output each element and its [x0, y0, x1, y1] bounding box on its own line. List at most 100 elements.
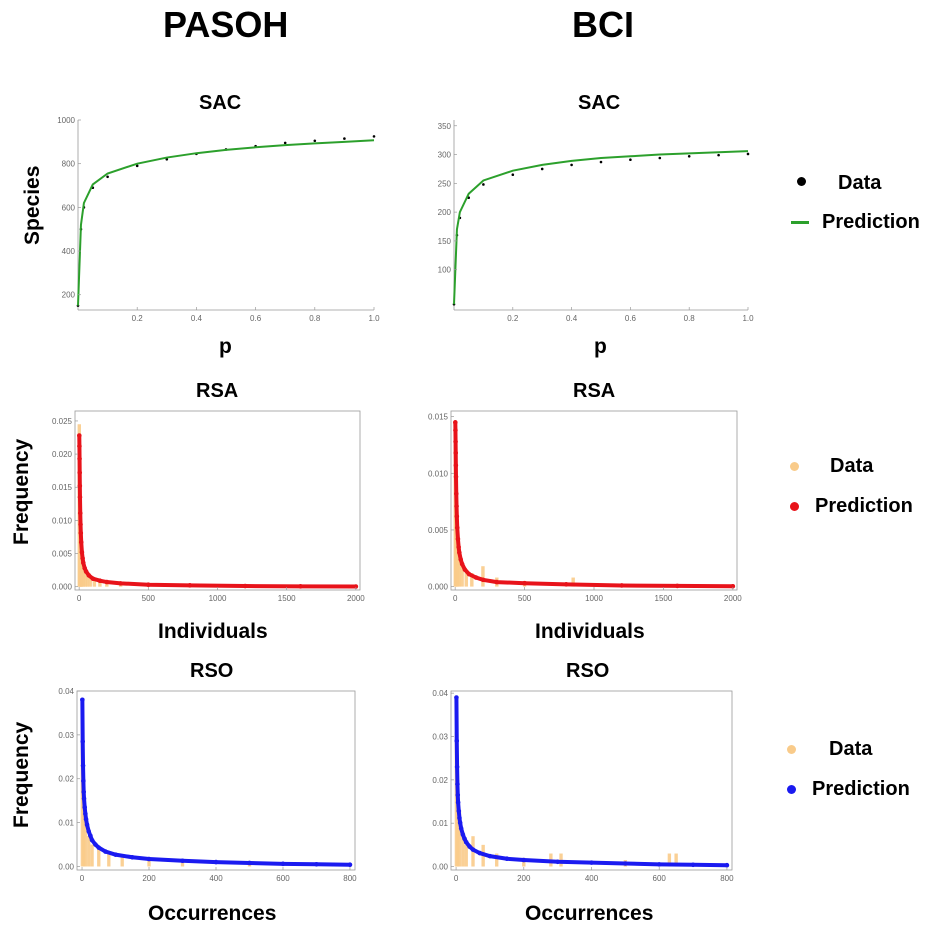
- bci-sac-title: SAC: [578, 92, 621, 114]
- pasoh-rso-data-bar: [120, 855, 124, 867]
- pasoh-rsa-x-tick-label: 0: [77, 594, 82, 603]
- bci-sac-x-tick-label: 0.4: [566, 314, 578, 323]
- bci-rso-title: RSO: [566, 660, 610, 682]
- bci-sac-x-tick-label: 0.8: [684, 314, 696, 323]
- pasoh-rsa-data-bar: [98, 581, 102, 587]
- pasoh-sac-x-tick-label: 0.8: [309, 314, 321, 323]
- pasoh-sac-y-tick-label: 1000: [57, 116, 75, 125]
- bci-rso-y-tick-label: 0.04: [432, 689, 448, 698]
- pasoh-rso-y-tick-label: 0.00: [58, 862, 74, 871]
- bci-rsa-x-tick-label: 0: [453, 594, 458, 603]
- pasoh-rso-data-bar: [90, 844, 94, 867]
- bci-sac-x-tick-label: 0.2: [507, 314, 519, 323]
- bci-rsa-xlabel: Individuals: [535, 620, 645, 643]
- rso-legend-prediction-label: Prediction: [812, 778, 910, 800]
- pasoh-rsa-data-bar: [105, 582, 109, 587]
- bci-rsa-y-tick-label: 0.000: [428, 583, 449, 592]
- pasoh-rso-x-tick-label: 800: [343, 874, 357, 883]
- sac-legend-prediction-label: Prediction: [822, 211, 920, 233]
- sac-legend-data-marker: [797, 177, 806, 186]
- pasoh-sac-y-tick-label: 200: [62, 291, 76, 300]
- pasoh-rso-data-bar: [107, 853, 111, 867]
- pasoh-rso-data-bar: [82, 778, 86, 867]
- pasoh-sac-y-tick-label: 400: [62, 247, 76, 256]
- pasoh-sac-x-tick-label: 0.6: [250, 314, 262, 323]
- bci-rso-frame: [450, 690, 733, 871]
- pasoh-sac-data-point: [313, 139, 317, 143]
- bci-sac-data-point: [746, 152, 750, 156]
- pasoh-sac-x-tick-label: 0.4: [191, 314, 203, 323]
- pasoh-rso-title: RSO: [190, 660, 234, 682]
- bci-sac-y-tick-label: 300: [438, 151, 452, 160]
- bci-rsa-data-bar: [457, 554, 462, 587]
- pasoh-rso-data-bar: [147, 857, 151, 867]
- rsa-legend-data-label: Data: [830, 455, 874, 477]
- pasoh-rsa-data-bar: [81, 566, 86, 587]
- rsa-legend-data-marker: [790, 462, 799, 471]
- pasoh-rsa-xlabel: Individuals: [158, 620, 268, 643]
- pasoh-rsa-y-tick-label: 0.015: [52, 483, 73, 492]
- pasoh-rso-y-tick-label: 0.01: [58, 819, 74, 828]
- bci-sac-x-tick-label: 1.0: [742, 314, 754, 323]
- pasoh-rsa-y-tick-label: 0.000: [52, 583, 73, 592]
- pasoh-rsa-title: RSA: [196, 380, 239, 402]
- pasoh-sac-data-point: [106, 175, 109, 179]
- bci-rso-y-tick-label: 0.03: [432, 733, 448, 742]
- bci-rso-x-tick-label: 0: [454, 874, 459, 883]
- bci-rsa-data-bar: [464, 569, 468, 587]
- bci-rso-data-bar: [495, 853, 499, 867]
- bci-rso-data-bar: [461, 831, 465, 867]
- bci-rsa-data-bar: [571, 577, 575, 587]
- pasoh-rsa-x-tick-label: 2000: [347, 594, 365, 603]
- sac-legend-data-label: Data: [838, 172, 882, 194]
- pasoh-rso-x-tick-label: 200: [142, 874, 156, 883]
- bci-sac-prediction-line: [453, 150, 749, 305]
- bci-rso-xlabel: Occurrences: [525, 902, 654, 925]
- column-title-bci: BCI: [572, 4, 634, 45]
- bci-rsa-data-bar: [481, 566, 485, 587]
- pasoh-rso-data-bar: [180, 859, 185, 867]
- bci-sac-data-point: [482, 183, 485, 186]
- pasoh-sac-title: SAC: [199, 92, 242, 114]
- pasoh-sac-x-tick-label: 0.2: [132, 314, 144, 323]
- pasoh-rsa-x-tick-label: 1000: [209, 594, 227, 603]
- bci-sac-y-tick-label: 150: [438, 237, 452, 246]
- bci-rsa-x-tick-label: 2000: [724, 594, 742, 603]
- bci-sac-data-point: [599, 160, 603, 164]
- pasoh-rso-y-tick-label: 0.03: [58, 731, 74, 740]
- bci-rso-data-bar: [456, 779, 460, 867]
- bci-rso-y-tick-label: 0.01: [432, 819, 448, 828]
- bci-sac-x-tick-label: 0.6: [625, 314, 637, 323]
- bci-rso-data-bar: [667, 853, 672, 867]
- pasoh-rsa-data-bar: [92, 580, 97, 587]
- rso-legend-data-label: Data: [829, 738, 873, 760]
- bci-rso-y-tick-label: 0.02: [432, 776, 448, 785]
- bci-rsa-x-tick-label: 1000: [585, 594, 603, 603]
- bci-sac-data-point: [629, 158, 632, 162]
- pasoh-rsa-x-tick-label: 1500: [278, 594, 296, 603]
- pasoh-rsa-y-tick-label: 0.010: [52, 516, 73, 525]
- bci-rsa-data-bar: [470, 573, 474, 587]
- pasoh-sac-xlabel: p: [219, 335, 232, 358]
- bci-sac-y-tick-label: 250: [438, 179, 452, 188]
- bci-rso-x-tick-label: 200: [517, 874, 531, 883]
- pasoh-rso-xlabel: Occurrences: [148, 902, 277, 925]
- bci-rsa-prediction-trail: [453, 420, 735, 589]
- bci-rso-data-bar: [457, 810, 462, 867]
- bci-rsa-y-tick-label: 0.010: [428, 469, 449, 478]
- pasoh-sac-data-point: [372, 135, 376, 138]
- bci-sac-y-tick-label: 100: [438, 266, 452, 275]
- rsa-legend-prediction-marker: [790, 502, 799, 511]
- bci-rso-x-tick-label: 800: [720, 874, 734, 883]
- pasoh-rso-data-bar: [87, 835, 91, 867]
- pasoh-rso-x-tick-label: 600: [276, 874, 290, 883]
- bci-rso-prediction-trail: [454, 695, 729, 868]
- bci-rso-data-bar: [674, 853, 678, 867]
- bci-rso-x-tick-label: 600: [653, 874, 667, 883]
- bci-sac-data-point: [540, 167, 544, 171]
- pasoh-rsa-y-tick-label: 0.005: [52, 550, 73, 559]
- rso-legend-prediction-marker: [787, 785, 796, 794]
- rso-legend-data-marker: [787, 745, 796, 754]
- bci-sac-data-point: [511, 173, 515, 176]
- pasoh-sac-data-point: [135, 164, 139, 168]
